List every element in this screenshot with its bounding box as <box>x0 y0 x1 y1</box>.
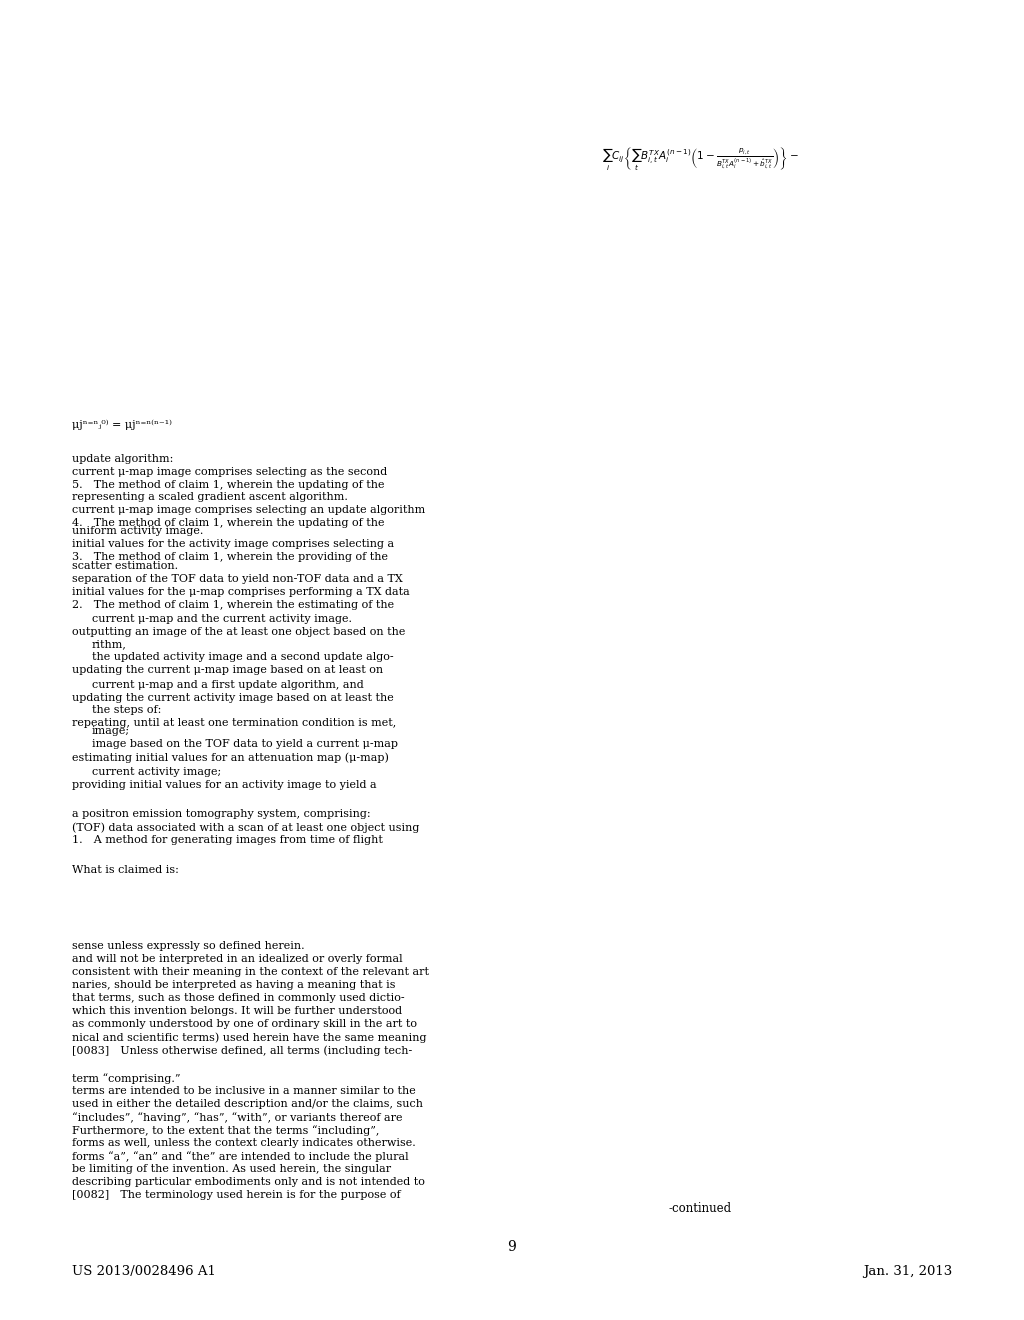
Text: 4. The method of claim 1, wherein the updating of the: 4. The method of claim 1, wherein the up… <box>72 517 384 528</box>
Text: forms as well, unless the context clearly indicates otherwise.: forms as well, unless the context clearl… <box>72 1138 416 1148</box>
Text: initial values for the activity image comprises selecting a: initial values for the activity image co… <box>72 539 394 549</box>
Text: 3. The method of claim 1, wherein the providing of the: 3. The method of claim 1, wherein the pr… <box>72 552 388 562</box>
Text: (TOF) data associated with a scan of at least one object using: (TOF) data associated with a scan of at … <box>72 822 420 833</box>
Text: repeating, until at least one termination condition is met,: repeating, until at least one terminatio… <box>72 718 396 729</box>
Text: 2. The method of claim 1, wherein the estimating of the: 2. The method of claim 1, wherein the es… <box>72 601 394 610</box>
Text: the updated activity image and a second update algo-: the updated activity image and a second … <box>92 652 393 663</box>
Text: current μ-map and the current activity image.: current μ-map and the current activity i… <box>92 614 352 624</box>
Text: update algorithm:: update algorithm: <box>72 454 173 465</box>
Text: Jan. 31, 2013: Jan. 31, 2013 <box>863 1265 952 1278</box>
Text: used in either the detailed description and/or the claims, such: used in either the detailed description … <box>72 1100 423 1109</box>
Text: 1. A method for generating images from time of flight: 1. A method for generating images from t… <box>72 836 383 845</box>
Text: What is claimed is:: What is claimed is: <box>72 865 179 875</box>
Text: providing initial values for an activity image to yield a: providing initial values for an activity… <box>72 780 377 789</box>
Text: outputting an image of the at least one object based on the: outputting an image of the at least one … <box>72 627 406 638</box>
Text: the steps of:: the steps of: <box>92 705 162 715</box>
Text: updating the current μ-map image based on at least on: updating the current μ-map image based o… <box>72 665 383 675</box>
Text: current μ-map image comprises selecting as the second: current μ-map image comprises selecting … <box>72 467 387 477</box>
Text: image;: image; <box>92 726 130 737</box>
Text: a positron emission tomography system, comprising:: a positron emission tomography system, c… <box>72 809 371 818</box>
Text: updating the current activity image based on at least the: updating the current activity image base… <box>72 693 394 704</box>
Text: uniform activity image.: uniform activity image. <box>72 525 204 536</box>
Text: as commonly understood by one of ordinary skill in the art to: as commonly understood by one of ordinar… <box>72 1019 417 1030</box>
Text: term “comprising.”: term “comprising.” <box>72 1073 180 1084</box>
Text: rithm,: rithm, <box>92 639 127 649</box>
Text: [0082] The terminology used herein is for the purpose of: [0082] The terminology used herein is fo… <box>72 1191 400 1200</box>
Text: initial values for the μ-map comprises performing a TX data: initial values for the μ-map comprises p… <box>72 587 410 597</box>
Text: -continued: -continued <box>669 1203 731 1214</box>
Text: $\sum_i C_{ij}\left\{\sum_t B_{i,t}^{TX} A_i^{(n-1)}\left(1 - \frac{p_{i,t}}{B_{: $\sum_i C_{ij}\left\{\sum_t B_{i,t}^{TX}… <box>601 145 799 172</box>
Text: [0083] Unless otherwise defined, all terms (including tech-: [0083] Unless otherwise defined, all ter… <box>72 1045 413 1056</box>
Text: forms “a”, “an” and “the” are intended to include the plural: forms “a”, “an” and “the” are intended t… <box>72 1151 409 1162</box>
Text: describing particular embodiments only and is not intended to: describing particular embodiments only a… <box>72 1177 425 1187</box>
Text: and will not be interpreted in an idealized or overly formal: and will not be interpreted in an ideali… <box>72 954 402 964</box>
Text: which this invention belongs. It will be further understood: which this invention belongs. It will be… <box>72 1006 402 1016</box>
Text: US 2013/0028496 A1: US 2013/0028496 A1 <box>72 1265 216 1278</box>
Text: current activity image;: current activity image; <box>92 767 221 777</box>
Text: 5. The method of claim 1, wherein the updating of the: 5. The method of claim 1, wherein the up… <box>72 480 384 490</box>
Text: scatter estimation.: scatter estimation. <box>72 561 178 572</box>
Text: terms are intended to be inclusive in a manner similar to the: terms are intended to be inclusive in a … <box>72 1086 416 1096</box>
Text: be limiting of the invention. As used herein, the singular: be limiting of the invention. As used he… <box>72 1164 391 1173</box>
Text: current μ-map image comprises selecting an update algorithm: current μ-map image comprises selecting … <box>72 506 425 515</box>
Text: consistent with their meaning in the context of the relevant art: consistent with their meaning in the con… <box>72 968 429 977</box>
Text: 9: 9 <box>508 1239 516 1254</box>
Text: representing a scaled gradient ascent algorithm.: representing a scaled gradient ascent al… <box>72 492 348 502</box>
Text: estimating initial values for an attenuation map (μ-map): estimating initial values for an attenua… <box>72 752 389 763</box>
Text: nical and scientific terms) used herein have the same meaning: nical and scientific terms) used herein … <box>72 1032 427 1043</box>
Text: naries, should be interpreted as having a meaning that is: naries, should be interpreted as having … <box>72 979 395 990</box>
Text: “includes”, “having”, “has”, “with”, or variants thereof are: “includes”, “having”, “has”, “with”, or … <box>72 1111 402 1123</box>
Text: Furthermore, to the extent that the terms “including”,: Furthermore, to the extent that the term… <box>72 1125 379 1135</box>
Text: separation of the TOF data to yield non-TOF data and a TX: separation of the TOF data to yield non-… <box>72 574 402 583</box>
Text: μjⁿ⁼ⁿⱼ⁰⁾ = μjⁿ⁼ⁿ⁽ⁿ⁻¹⁾: μjⁿ⁼ⁿⱼ⁰⁾ = μjⁿ⁼ⁿ⁽ⁿ⁻¹⁾ <box>72 420 172 430</box>
Text: image based on the TOF data to yield a current μ-map: image based on the TOF data to yield a c… <box>92 739 398 748</box>
Text: current μ-map and a first update algorithm, and: current μ-map and a first update algorit… <box>92 680 364 690</box>
Text: that terms, such as those defined in commonly used dictio-: that terms, such as those defined in com… <box>72 993 404 1003</box>
Text: sense unless expressly so defined herein.: sense unless expressly so defined herein… <box>72 941 304 950</box>
